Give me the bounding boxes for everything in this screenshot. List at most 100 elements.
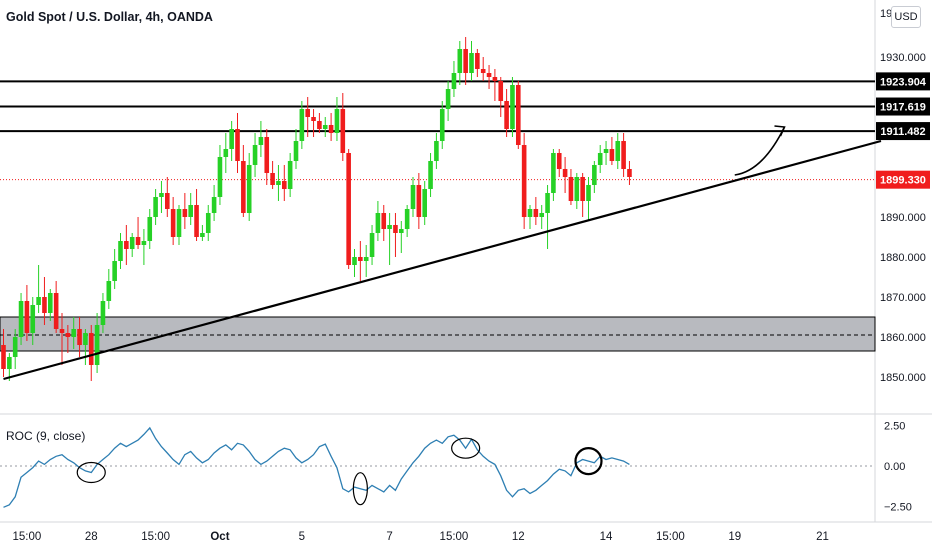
candle-body <box>322 125 328 129</box>
candle-body <box>340 109 346 153</box>
candle-body <box>211 197 217 213</box>
candle-body <box>451 73 457 89</box>
candle-body <box>293 141 299 161</box>
time-tick-label: 15:00 <box>656 531 685 543</box>
candle-body <box>12 337 18 357</box>
candle-body <box>358 257 363 261</box>
candle-body <box>118 241 123 261</box>
time-tick-label: 28 <box>85 531 98 543</box>
candle-body <box>521 145 527 217</box>
time-tick-label: 14 <box>600 531 613 543</box>
candle-body <box>94 325 100 365</box>
candle-body <box>527 209 533 217</box>
candle-body <box>42 297 47 313</box>
candle-body <box>170 209 176 237</box>
time-tick-label: 15:00 <box>141 531 170 543</box>
candle-body <box>346 153 351 265</box>
candle-body <box>510 85 515 129</box>
roc-circle-annotation <box>76 461 106 484</box>
candle-body <box>30 305 36 333</box>
roc-tick-label: −2.50 <box>884 502 912 514</box>
candle-body <box>399 229 404 233</box>
candle-body <box>7 357 12 369</box>
candle-body <box>434 141 439 161</box>
projection-arrow <box>734 126 786 176</box>
candle-body <box>627 169 632 177</box>
candle-body <box>504 101 509 129</box>
candle-body <box>182 209 188 217</box>
roc-circle-annotation <box>574 447 603 476</box>
time-tick-label: 5 <box>299 531 305 543</box>
candle-body <box>416 185 422 217</box>
candle-body <box>422 189 427 217</box>
candle-body <box>439 109 445 141</box>
price-tick-label: 1930.000 <box>880 52 926 64</box>
candle-body <box>229 129 234 149</box>
price-tick-label-partial: 19 <box>880 8 892 20</box>
candle-body <box>363 257 369 261</box>
candle-body <box>387 225 392 229</box>
time-tick-label: 7 <box>386 531 392 543</box>
candle-body <box>516 85 521 145</box>
candle-body <box>194 205 199 237</box>
candle-body <box>299 109 305 141</box>
time-tick-label: 12 <box>512 531 525 543</box>
candle-body <box>545 193 550 213</box>
price-tag-label: 1923.904 <box>880 76 927 88</box>
candle-body <box>246 165 252 213</box>
candle-body <box>129 237 135 249</box>
price-tick-label: 1860.000 <box>880 332 926 344</box>
candle-body <box>457 49 463 73</box>
candle-body <box>100 301 106 325</box>
candle-body <box>153 197 158 217</box>
candle-body <box>410 185 416 209</box>
candle-body <box>498 81 504 101</box>
candle-body <box>200 233 205 237</box>
candle-body <box>469 53 474 73</box>
time-tick-label: 15:00 <box>440 531 469 543</box>
candle-body <box>71 329 76 337</box>
price-tag <box>876 72 930 91</box>
candle-body <box>217 157 223 197</box>
candle-body <box>282 181 287 189</box>
time-tick-label: 21 <box>816 531 829 543</box>
candle-body <box>83 333 88 345</box>
candle-body <box>574 177 580 201</box>
candle-body <box>276 181 281 185</box>
candle-body <box>615 141 621 161</box>
candle-body <box>159 193 164 197</box>
roc-tick-label: 0.00 <box>884 461 905 473</box>
candle-body <box>580 177 585 201</box>
candle-body <box>77 329 82 345</box>
projection-arrow-head <box>774 125 786 137</box>
currency-button[interactable]: USD <box>891 6 921 28</box>
candle-body <box>270 173 275 185</box>
candle-body <box>334 109 340 133</box>
candle-body <box>165 193 170 209</box>
price-tag <box>876 122 930 141</box>
candle-body <box>147 217 153 241</box>
candle-body <box>223 149 229 157</box>
candle-body <box>311 117 316 121</box>
candle-body <box>551 153 556 193</box>
price-tag-label: 1899.330 <box>880 175 926 187</box>
candle-body <box>317 121 322 129</box>
candle-body <box>36 297 41 305</box>
candle-body <box>609 149 615 161</box>
roc-line <box>3 426 630 508</box>
roc-indicator-title: ROC (9, close) <box>6 429 86 443</box>
time-tick-label: Oct <box>210 531 229 543</box>
roc-circle-annotation <box>451 437 481 459</box>
candle-body <box>88 333 94 365</box>
price-tick-label: 1890.000 <box>880 212 926 224</box>
price-tick-label: 1880.000 <box>880 252 926 264</box>
candle-body <box>375 213 381 233</box>
candle-body <box>562 169 568 177</box>
candle-body <box>480 69 486 73</box>
candle-body <box>176 209 182 237</box>
candle-body <box>463 49 468 73</box>
candle-body <box>597 153 603 165</box>
candle-body <box>586 185 591 201</box>
